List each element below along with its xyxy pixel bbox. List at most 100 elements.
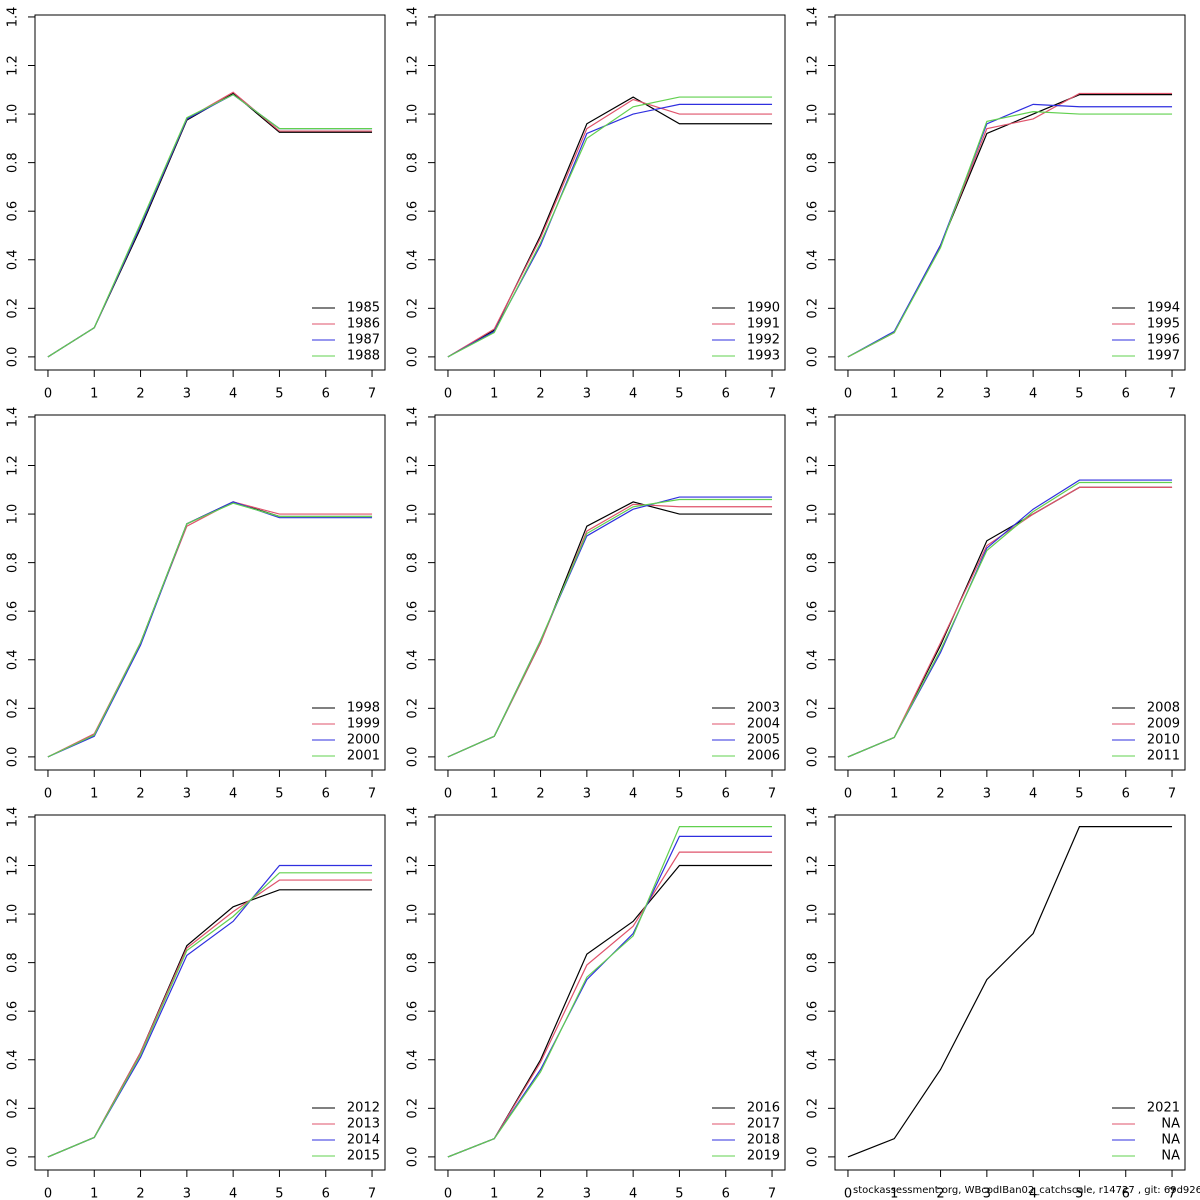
plot-box	[34, 414, 386, 771]
x-tick-label: 0	[444, 387, 452, 402]
x-tick-label: 4	[629, 787, 637, 802]
x-tick-label: 2	[136, 787, 144, 802]
legend-label: 1999	[347, 717, 380, 732]
x-tick-label: 7	[1168, 1187, 1176, 1200]
series-line	[447, 503, 773, 758]
x-tick-label: 3	[583, 787, 591, 802]
series-line	[447, 96, 773, 358]
y-tick-label: 1.2	[6, 55, 21, 76]
legend-label: 1995	[1147, 317, 1180, 332]
x-tick-label: 1	[890, 787, 898, 802]
x-tick-label: 7	[368, 787, 376, 802]
legend-label: 2019	[747, 1149, 780, 1164]
y-tick-label: 1.0	[806, 904, 821, 925]
y-tick-label: 0.6	[406, 1001, 421, 1022]
y-tick-label: 0.2	[406, 1098, 421, 1119]
y-tick-label: 0.8	[406, 952, 421, 973]
x-tick-label: 7	[368, 1187, 376, 1200]
plot-box	[834, 814, 1186, 1171]
x-tick-label: 6	[322, 787, 330, 802]
y-tick-label: 0.8	[406, 552, 421, 573]
legend-label: 1992	[747, 333, 780, 348]
y-tick-label: 0.4	[406, 649, 421, 670]
plot-box	[834, 14, 1186, 371]
series-line	[847, 479, 1173, 758]
plot-box	[834, 414, 1186, 771]
x-tick-label: 6	[322, 387, 330, 402]
x-tick-label: 5	[275, 787, 283, 802]
y-tick-label: 1.0	[406, 104, 421, 125]
x-tick-label: 6	[722, 787, 730, 802]
y-tick-label: 0.4	[6, 1049, 21, 1070]
y-tick-label: 0.6	[6, 1001, 21, 1022]
y-tick-label: 1.2	[806, 455, 821, 476]
series-line	[847, 826, 1173, 1158]
legend-label: 2001	[347, 749, 380, 764]
y-tick-label: 0.8	[806, 152, 821, 173]
x-tick-label: 0	[844, 387, 852, 402]
x-tick-label: 1	[90, 787, 98, 802]
y-tick-label: 0.6	[806, 601, 821, 622]
legend-label: 1996	[1147, 333, 1180, 348]
legend-label: 2000	[347, 733, 380, 748]
series-line	[847, 92, 1173, 358]
x-tick-label: 1	[890, 387, 898, 402]
series-line	[447, 496, 773, 758]
y-tick-label: 0.0	[806, 747, 821, 768]
y-tick-label: 1.4	[6, 807, 21, 828]
legend-label: 2014	[347, 1133, 380, 1148]
x-tick-label: 4	[629, 1187, 637, 1200]
y-tick-label: 0.8	[806, 552, 821, 573]
legend-label: 1994	[1147, 301, 1180, 316]
x-tick-label: 5	[675, 387, 683, 402]
series-line	[447, 103, 773, 358]
series-line	[847, 111, 1173, 358]
x-tick-label: 4	[629, 387, 637, 402]
y-tick-label: 0.0	[406, 347, 421, 368]
legend-label: 2012	[347, 1101, 380, 1116]
x-tick-label: 1	[490, 387, 498, 402]
x-tick-label: 3	[583, 387, 591, 402]
x-tick-label: 2	[536, 387, 544, 402]
legend-label: 2016	[747, 1101, 780, 1116]
x-tick-label: 7	[368, 387, 376, 402]
legend-label: 2013	[347, 1117, 380, 1132]
legend-label: NA	[1161, 1133, 1180, 1148]
y-tick-label: 0.6	[406, 601, 421, 622]
x-tick-label: 2	[136, 387, 144, 402]
x-tick-label: 0	[44, 387, 52, 402]
x-tick-label: 7	[768, 1187, 776, 1200]
x-tick-label: 1	[90, 387, 98, 402]
y-tick-label: 0.0	[806, 347, 821, 368]
x-tick-label: 5	[1075, 1187, 1083, 1200]
y-tick-label: 1.2	[806, 855, 821, 876]
y-tick-label: 0.2	[406, 298, 421, 319]
legend-label: 2010	[1147, 733, 1180, 748]
series-line	[447, 96, 773, 358]
y-tick-label: 0.0	[806, 1147, 821, 1168]
y-tick-label: 0.4	[806, 649, 821, 670]
legend-label: 1991	[747, 317, 780, 332]
x-tick-label: 0	[44, 1187, 52, 1200]
x-tick-label: 1	[90, 1187, 98, 1200]
series-line	[447, 864, 773, 1158]
y-tick-label: 1.2	[6, 855, 21, 876]
x-tick-label: 6	[722, 1187, 730, 1200]
legend-label: 1985	[347, 301, 380, 316]
legend-label: 2008	[1147, 701, 1180, 716]
x-tick-label: 7	[768, 387, 776, 402]
plot-box	[434, 814, 786, 1171]
x-tick-label: 6	[1122, 787, 1130, 802]
series-line	[847, 486, 1173, 758]
plot-box	[34, 814, 386, 1171]
x-tick-label: 6	[1122, 1187, 1130, 1200]
x-tick-label: 3	[183, 787, 191, 802]
legend-label: 2021	[1147, 1101, 1180, 1116]
series-line	[47, 501, 373, 758]
x-tick-label: 0	[44, 787, 52, 802]
y-tick-label: 0.8	[6, 552, 21, 573]
footer: stockassessment.org, WBcodIBan02_catchsc…	[853, 1185, 1200, 1196]
series-line	[47, 864, 373, 1158]
y-tick-label: 1.4	[406, 407, 421, 428]
